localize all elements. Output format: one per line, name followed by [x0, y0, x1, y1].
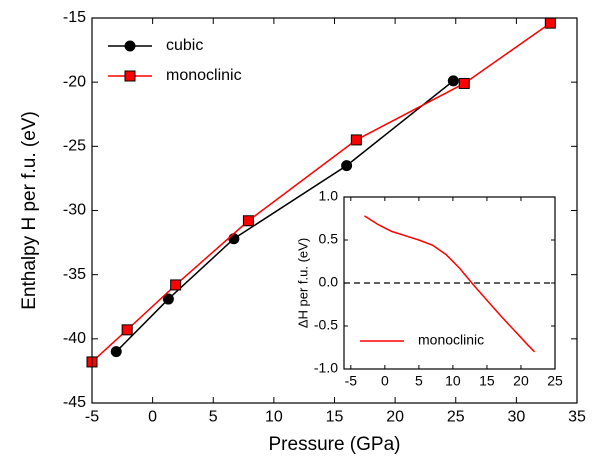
x-tick-label: 5 — [209, 409, 218, 426]
y-axis-label: ΔH per f.u. (eV) — [295, 238, 310, 328]
marker — [350, 134, 362, 146]
x-tick-label: 0 — [148, 409, 157, 426]
marker — [121, 324, 133, 336]
y-tick-label: -20 — [63, 73, 86, 90]
legend-label: monoclinic — [418, 332, 484, 348]
x-tick-label: 20 — [386, 409, 404, 426]
x-tick-label: 5 — [415, 372, 423, 388]
y-tick-label: -15 — [63, 9, 86, 26]
y-axis-label: Enthalpy H per f.u. (eV) — [19, 111, 40, 310]
legend-label: cubic — [166, 37, 203, 54]
legend-label: monoclinic — [166, 67, 242, 84]
x-tick-label: 0 — [381, 372, 389, 388]
y-tick-label: 0.0 — [319, 274, 339, 290]
x-tick-label: 25 — [447, 409, 465, 426]
marker — [341, 160, 353, 172]
series-line — [364, 215, 536, 353]
y-tick-label: 1.0 — [319, 188, 339, 204]
y-tick-label: -40 — [63, 330, 86, 347]
y-tick-label: -0.5 — [314, 317, 338, 333]
y-tick-label: -30 — [63, 202, 86, 219]
y-tick-label: 0.5 — [319, 231, 339, 247]
x-tick-label: 35 — [568, 409, 586, 426]
y-tick-label: -45 — [63, 394, 86, 411]
marker — [458, 77, 470, 89]
x-tick-label: 10 — [445, 372, 461, 388]
x-tick-label: 15 — [479, 372, 495, 388]
y-tick-label: -25 — [63, 138, 86, 155]
legend-marker — [124, 40, 136, 52]
x-tick-label: 30 — [507, 409, 525, 426]
marker — [228, 233, 240, 245]
plot-frame — [91, 17, 578, 404]
legend-marker — [124, 70, 136, 82]
y-tick-label: -35 — [63, 266, 86, 283]
x-tick-label: -5 — [85, 409, 99, 426]
x-tick-label: 25 — [547, 372, 563, 388]
marker — [544, 17, 556, 29]
marker — [162, 293, 174, 305]
x-tick-label: 20 — [513, 372, 529, 388]
plot-frame — [343, 196, 556, 370]
inset-chart: -5 0 5 10 15 20 25 -1.0 -0.5 0.0 0.5 1.0 ΔH per f.u.… — [295, 188, 563, 389]
marker — [170, 279, 182, 291]
marker — [447, 75, 459, 87]
x-axis-label: Pressure (GPa) — [269, 434, 401, 455]
x-tick-label: 15 — [326, 409, 344, 426]
marker — [110, 346, 122, 358]
x-tick-label: -5 — [345, 372, 358, 388]
marker — [242, 215, 254, 227]
y-tick-label: -1.0 — [314, 360, 338, 376]
x-tick-label: 10 — [265, 409, 283, 426]
